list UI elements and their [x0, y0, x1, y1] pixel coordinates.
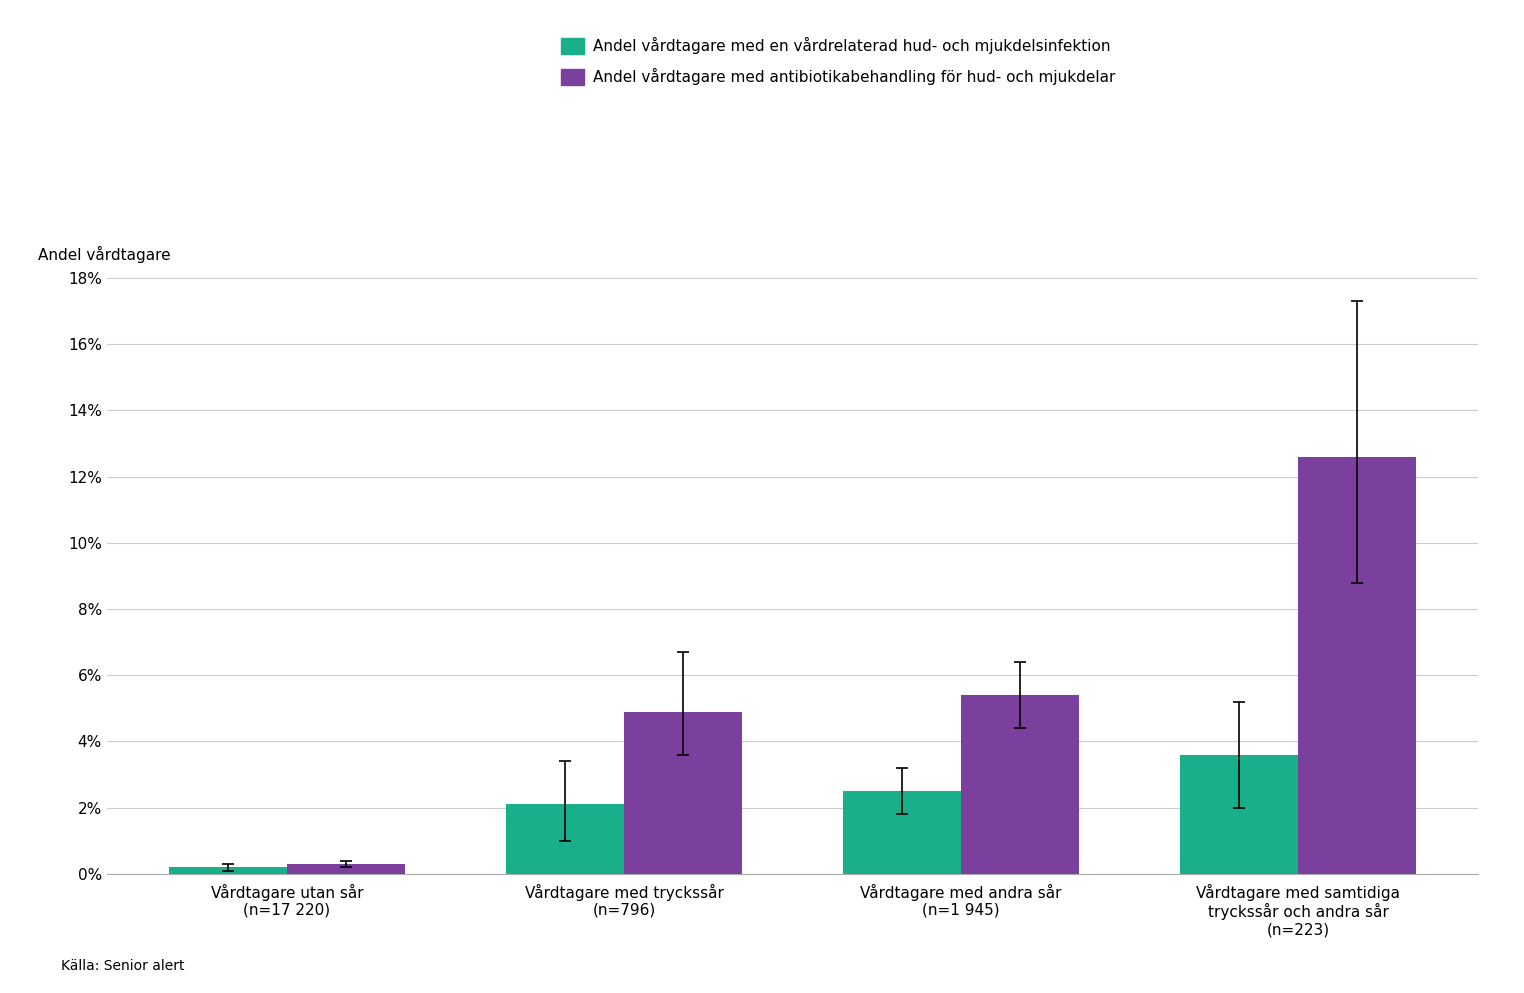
- Bar: [623, 712, 742, 874]
- Bar: [506, 804, 623, 874]
- Text: Andel vårdtagare: Andel vårdtagare: [38, 246, 171, 263]
- Bar: [1298, 457, 1416, 874]
- Bar: [169, 867, 287, 874]
- Legend: Andel vårdtagare med en vårdrelaterad hud- och mjukdelsinfektion, Andel vårdtaga: Andel vårdtagare med en vårdrelaterad hu…: [561, 38, 1116, 85]
- Text: Källa: Senior alert: Källa: Senior alert: [61, 959, 184, 973]
- Bar: [287, 864, 405, 874]
- Bar: [1180, 755, 1298, 874]
- Bar: [962, 695, 1079, 874]
- Bar: [843, 791, 962, 874]
